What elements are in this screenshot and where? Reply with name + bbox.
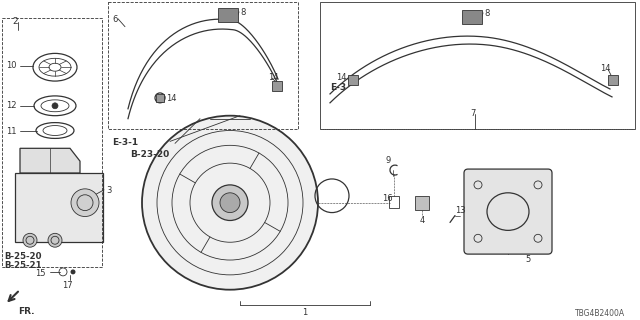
Bar (348, 75, 358, 85)
Text: 6: 6 (112, 15, 117, 24)
Text: FR.: FR. (18, 307, 35, 316)
Text: 11: 11 (6, 126, 17, 136)
Text: B-25-21: B-25-21 (4, 261, 42, 270)
Text: 13: 13 (455, 206, 466, 215)
Polygon shape (20, 148, 80, 173)
Text: B-25-20: B-25-20 (4, 252, 42, 261)
Text: 3: 3 (106, 186, 111, 195)
Circle shape (142, 116, 318, 290)
Bar (415, 196, 429, 210)
Circle shape (70, 269, 76, 274)
Circle shape (220, 193, 240, 212)
Text: E-3-1: E-3-1 (112, 139, 138, 148)
Bar (108, 2, 298, 129)
Text: 9: 9 (385, 156, 390, 165)
Bar (218, 8, 238, 22)
Text: 17: 17 (62, 281, 72, 290)
Text: E-3: E-3 (330, 83, 346, 92)
Text: 5: 5 (525, 255, 531, 264)
Text: 14: 14 (336, 73, 346, 82)
Text: 7: 7 (470, 109, 476, 118)
Bar (2, 18, 102, 267)
Bar (156, 94, 164, 102)
Circle shape (71, 189, 99, 217)
Bar (462, 10, 482, 24)
Text: B-23-20: B-23-20 (130, 150, 169, 159)
Text: 14: 14 (268, 73, 278, 82)
Bar (389, 196, 399, 208)
Bar (272, 81, 282, 91)
Circle shape (23, 233, 37, 247)
Text: 8: 8 (484, 9, 490, 18)
Text: 2: 2 (12, 17, 18, 26)
Text: 16: 16 (382, 194, 392, 203)
FancyBboxPatch shape (464, 169, 552, 254)
Text: 12: 12 (6, 101, 17, 110)
Text: 15: 15 (35, 269, 45, 278)
Text: 14: 14 (600, 64, 611, 73)
Text: 14: 14 (166, 94, 177, 103)
Text: 8: 8 (240, 8, 245, 17)
Text: TBG4B2400A: TBG4B2400A (575, 309, 625, 318)
Circle shape (52, 103, 58, 109)
Text: 10: 10 (6, 61, 17, 70)
Text: 4: 4 (420, 216, 425, 225)
Circle shape (48, 233, 62, 247)
Bar (320, 2, 635, 129)
Polygon shape (15, 173, 103, 242)
Circle shape (212, 185, 248, 220)
Text: 1: 1 (302, 308, 308, 317)
Bar (608, 75, 618, 85)
